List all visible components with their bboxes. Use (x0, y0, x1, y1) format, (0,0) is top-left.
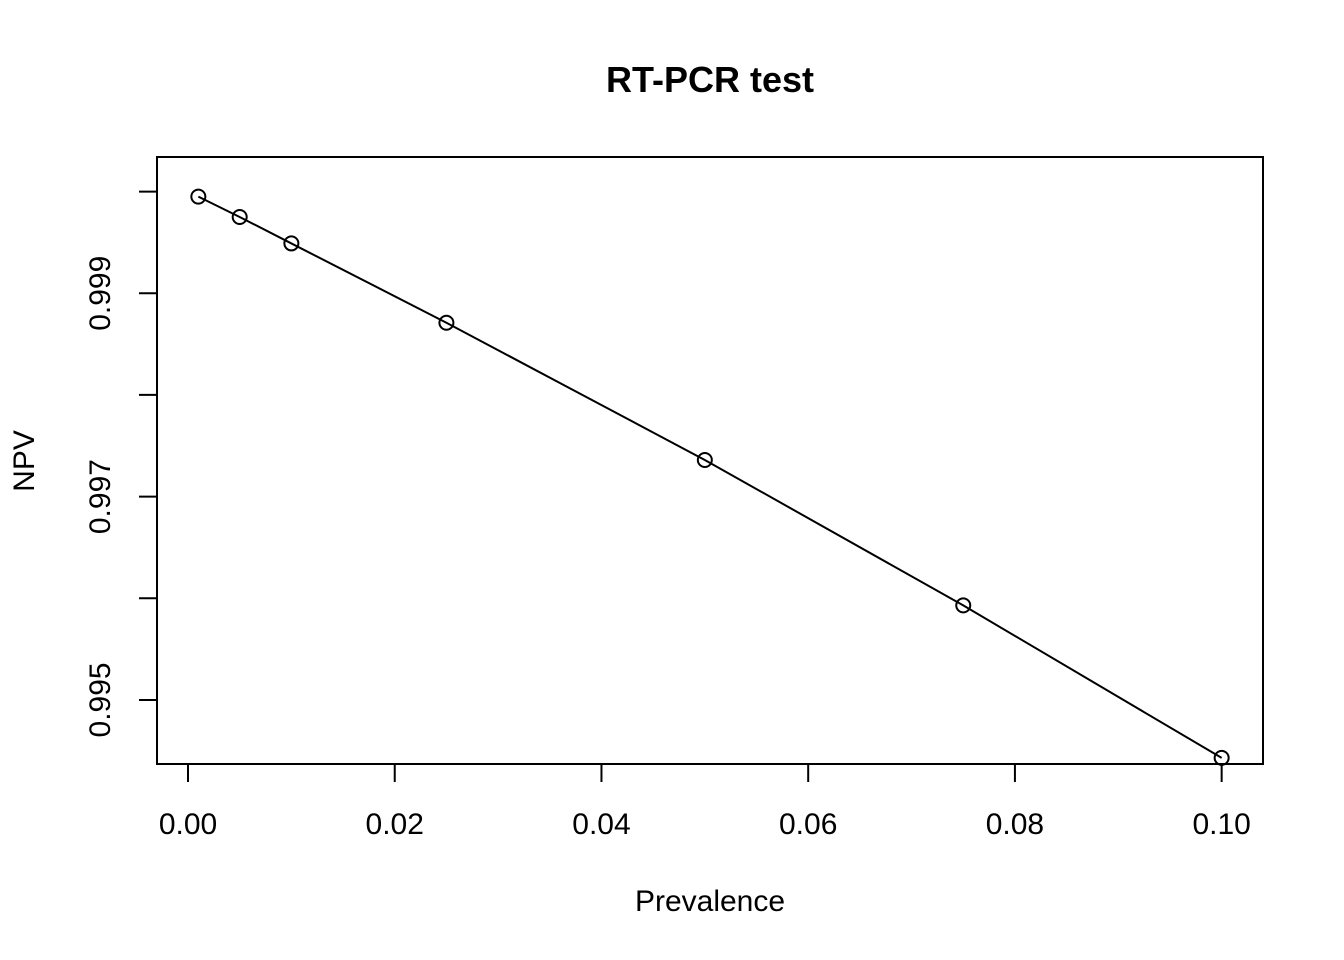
y-tick-label: 0.997 (84, 459, 117, 534)
x-tick-label: 0.10 (1192, 808, 1250, 841)
x-axis: 0.00 0.02 0.04 0.06 0.08 0.10 (159, 763, 1251, 841)
y-axis: 0.995 0.997 0.999 (84, 190, 158, 737)
data-point (955, 597, 972, 614)
x-tick-label: 0.06 (779, 808, 837, 841)
x-axis-label: Prevalence (635, 885, 785, 918)
series-line (197, 195, 1223, 759)
data-point (190, 188, 207, 205)
y-axis-label: NPV (8, 430, 41, 492)
data-point (283, 235, 300, 252)
data-point (696, 451, 713, 468)
data-point (231, 208, 248, 225)
data-point (1213, 749, 1230, 766)
y-tick-label: 0.995 (84, 662, 117, 737)
x-tick-label: 0.08 (986, 808, 1044, 841)
series-layer (190, 188, 1230, 766)
x-tick-label: 0.02 (366, 808, 424, 841)
x-tick-label: 0.04 (572, 808, 630, 841)
chart-title: RT-PCR test (606, 59, 814, 100)
data-point (438, 314, 455, 331)
y-tick-label: 0.999 (84, 256, 117, 331)
plot-area-frame (156, 156, 1264, 765)
x-tick-label: 0.00 (159, 808, 217, 841)
